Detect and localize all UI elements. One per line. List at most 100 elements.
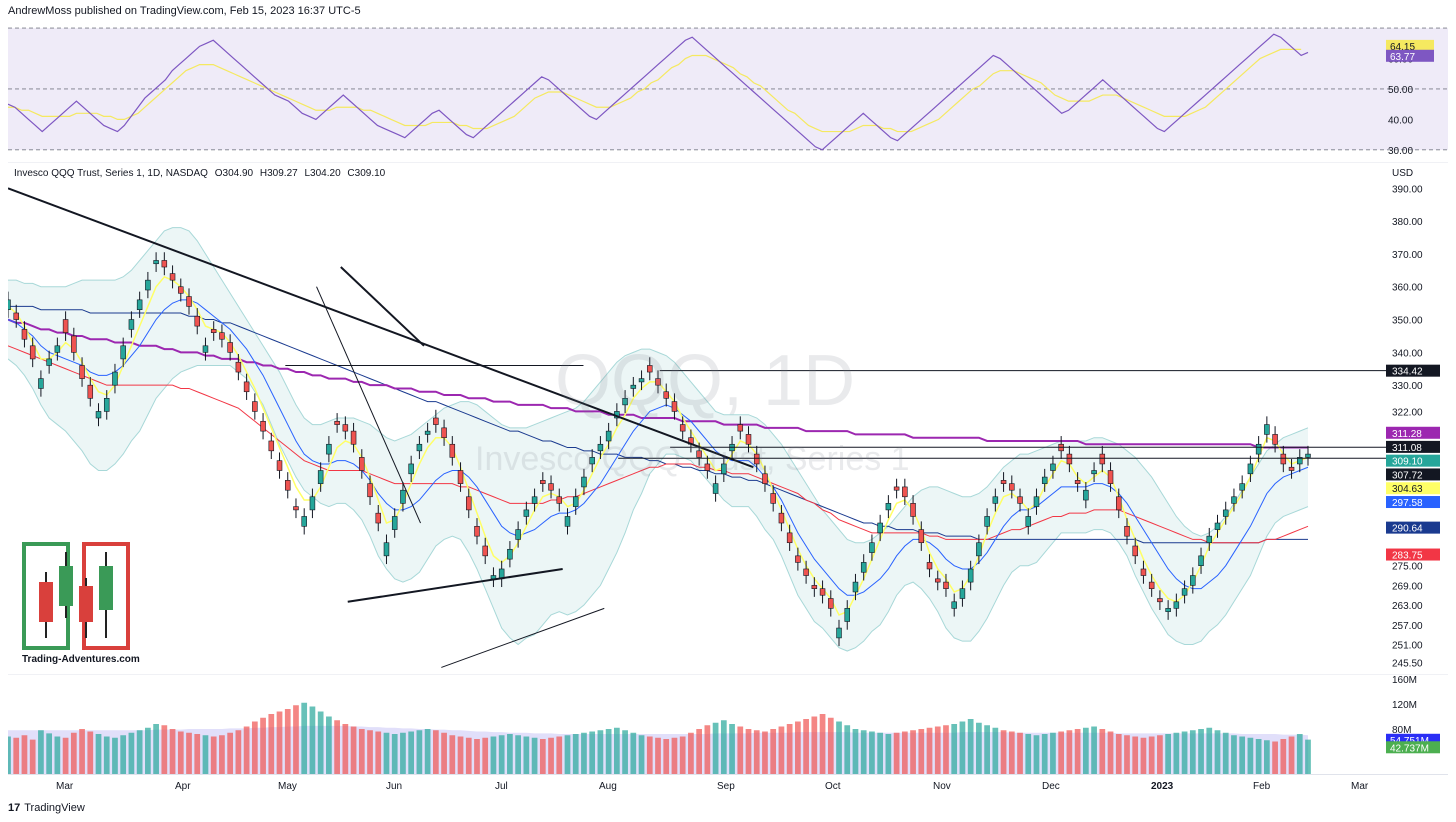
volume-bar — [46, 733, 53, 774]
volume-bar — [967, 719, 974, 774]
volume-bar — [177, 731, 184, 774]
candle-body — [1264, 424, 1270, 435]
candle-body — [507, 548, 513, 560]
price-tag — [1386, 482, 1440, 495]
candle-body — [737, 424, 744, 432]
volume-bar — [284, 709, 291, 774]
volume-bar — [1033, 735, 1040, 774]
candle-body — [293, 506, 299, 511]
volume-bar — [169, 729, 176, 774]
price-tag-label: 311.28 — [1392, 429, 1422, 440]
rsi-tick-label: 50.00 — [1388, 85, 1413, 96]
volume-bar — [13, 737, 20, 774]
volume-bar — [128, 732, 135, 774]
candle-body — [87, 384, 94, 399]
price-axis-unit: USD — [1392, 168, 1413, 179]
volume-bar — [1214, 730, 1221, 774]
volume-bar — [984, 725, 990, 774]
volume-bar — [227, 732, 234, 774]
volume-bar — [95, 734, 102, 774]
volume-bar — [729, 724, 735, 774]
volume-bar — [1272, 741, 1278, 774]
price-panel[interactable]: 390.00 380.00 370.00 360.00 350.00 340.00 330.… — [8, 162, 1448, 674]
candle-body — [1181, 588, 1188, 596]
volume-bar — [1008, 731, 1015, 774]
rsi-price-tag — [1386, 49, 1434, 62]
footer: 17 TradingView — [8, 798, 85, 818]
symbol-legend[interactable]: Invesco QQQ Trust, Series 1, 1D, NASDAQ … — [14, 168, 389, 179]
candle-body — [145, 279, 151, 291]
time-tick-label: 2023 — [1151, 781, 1174, 792]
volume-bar — [161, 725, 168, 774]
candle-body — [589, 457, 595, 465]
volume-bar — [243, 726, 250, 774]
volume-bar — [844, 725, 851, 774]
volume-bar — [383, 732, 390, 774]
candle-body — [326, 443, 332, 455]
candle-body — [1107, 470, 1114, 484]
candle-body — [21, 329, 28, 340]
sma-red-line — [8, 345, 1309, 544]
volume-bar — [556, 736, 563, 774]
candle-body — [671, 401, 678, 412]
volume-bar — [432, 730, 439, 774]
candle-body — [1206, 535, 1213, 544]
candle-body — [762, 473, 768, 484]
price-tag — [1386, 496, 1440, 509]
price-tag-label: 311.08 — [1392, 443, 1422, 454]
volume-bar — [309, 706, 316, 774]
candle-body — [186, 296, 192, 307]
trading-adventures-logo — [22, 542, 134, 670]
volume-bar — [29, 739, 36, 774]
price-tag — [1386, 454, 1440, 467]
volume-bar — [416, 730, 423, 774]
time-axis[interactable]: Mar Apr May Jun Jul Aug Sep Oct Nov Dec 2023 Feb Mar — [8, 774, 1448, 796]
price-tick-label: 275.00 — [1392, 562, 1423, 573]
candle-body — [95, 411, 102, 419]
publisher-bar: AndrewMoss published on TradingView.com,… — [0, 0, 1456, 22]
candle-body — [46, 358, 52, 366]
candle-body — [869, 542, 875, 553]
volume-bar — [136, 730, 143, 774]
volume-bar — [934, 726, 941, 774]
trendline — [347, 567, 563, 603]
price-tick-label: 360.00 — [1392, 283, 1423, 294]
volume-bar — [688, 732, 694, 774]
candle-body — [852, 581, 859, 593]
candle-body — [860, 562, 867, 573]
volume-bar — [860, 730, 867, 774]
volume-bar — [87, 731, 94, 774]
volume-bar — [1074, 729, 1081, 774]
volume-bar — [326, 716, 332, 774]
time-tick-label: Apr — [175, 781, 191, 792]
candle-body — [466, 496, 472, 511]
candle-body — [474, 526, 480, 537]
volume-bar — [1082, 727, 1089, 774]
volume-bar — [778, 726, 785, 774]
candle-body — [1132, 545, 1138, 557]
candle-body — [317, 470, 324, 484]
candle-body — [71, 335, 77, 353]
time-tick-label: May — [278, 781, 297, 792]
candle-body — [877, 522, 883, 534]
candle-body — [1148, 581, 1155, 589]
price-tag — [1386, 426, 1440, 439]
candle-body — [219, 332, 225, 340]
volume-bar — [803, 719, 809, 774]
time-tick-label: Mar — [1351, 781, 1369, 792]
candle-body — [1124, 526, 1130, 537]
volume-bar — [1099, 729, 1106, 774]
volume-bar — [350, 726, 357, 774]
rsi-price-tag-label: 63.77 — [1390, 52, 1415, 63]
volume-bar — [79, 729, 85, 774]
price-tick-label: 263.00 — [1392, 601, 1423, 612]
volume-bar — [671, 737, 678, 774]
candle-body — [902, 486, 908, 498]
candle-body — [1074, 480, 1081, 484]
candle-body — [836, 627, 842, 639]
candle-body — [984, 516, 990, 527]
candle-body — [663, 391, 669, 399]
price-tag-label: 307.72 — [1392, 470, 1423, 481]
